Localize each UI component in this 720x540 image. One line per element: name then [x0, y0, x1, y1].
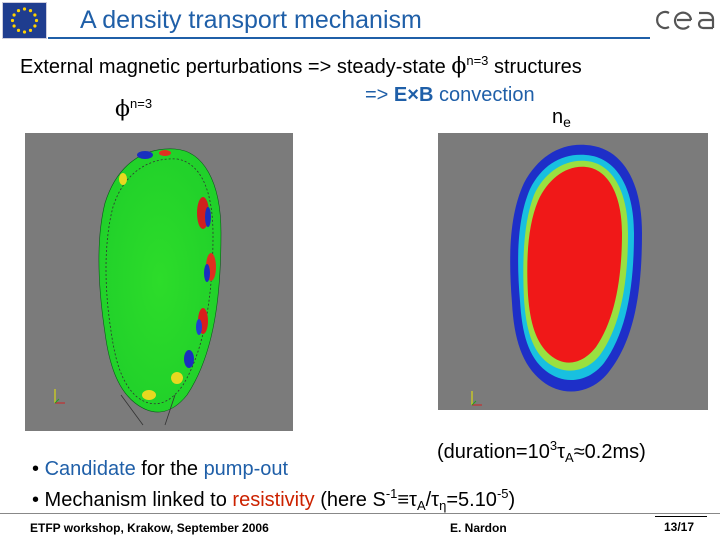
phi-symbol: ϕ	[451, 54, 467, 79]
tau-symbol: τ	[557, 441, 566, 463]
tau-eta-subscript: η	[439, 498, 447, 513]
bullet-2-value: =5.10	[446, 489, 497, 511]
duration-superscript: 3	[549, 438, 558, 453]
perturbation-lobe	[142, 390, 156, 400]
statement-line-2-end: convection	[433, 84, 535, 106]
cea-logo-icon	[655, 4, 717, 38]
bullet-dot: •	[32, 458, 45, 480]
bullet-mechanism: • Mechanism linked to resistivity (here …	[32, 486, 515, 513]
phi-label-superscript: n=3	[130, 96, 153, 111]
bullet-2-slash: /τ	[425, 489, 440, 511]
header-divider	[48, 37, 650, 39]
duration-note: (duration=103τA≈0.2ms)	[437, 438, 646, 465]
density-ne-plot	[438, 133, 708, 410]
page-number-rule	[655, 516, 707, 517]
perturbation-lobe	[205, 207, 211, 227]
phi-panel-label: ϕn=3	[115, 96, 152, 122]
statement-line-1: External magnetic perturbations => stead…	[20, 53, 582, 79]
perturbation-lobe	[137, 151, 153, 159]
eu-flag-logo-icon	[2, 2, 47, 39]
bullet-2-eq: ≡τ	[397, 489, 417, 511]
pump-out-text: pump-out	[203, 458, 289, 480]
footer-divider	[0, 513, 720, 514]
exb-term: E×B	[393, 84, 434, 106]
ne-label-main: n	[552, 106, 564, 128]
perturbation-lobe	[159, 150, 171, 156]
candidate-text: Candidate	[44, 458, 136, 480]
tau-a-subscript: A	[416, 498, 426, 513]
footer-event: ETFP workshop, Krakow, September 2006	[30, 521, 269, 535]
phi-n3-plot	[25, 133, 293, 431]
statement-line-1-text: External magnetic perturbations => stead…	[20, 56, 452, 78]
density-core-red	[527, 166, 622, 363]
perturbation-lobe	[119, 173, 127, 185]
tau-subscript: A	[565, 450, 574, 465]
page-number: 13/17	[664, 520, 695, 534]
bullet-candidate: • Candidate for the pump-out	[32, 458, 288, 481]
bullet-2-pre: • Mechanism linked to	[32, 489, 233, 511]
bullet-2-end: )	[508, 489, 516, 511]
separatrix-line	[105, 158, 214, 405]
perturbation-lobe	[184, 350, 194, 368]
duration-suffix: ≈0.2ms)	[573, 441, 646, 463]
s-superscript: -1	[385, 486, 398, 501]
perturbation-lobe	[196, 319, 202, 335]
statement-line-2: => E×B convection	[365, 84, 535, 107]
bullet-1-mid: for the	[135, 458, 204, 480]
statement-line-1-end: structures	[488, 56, 582, 78]
plasma-boundary	[98, 148, 222, 413]
perturbation-lobe	[171, 372, 183, 384]
footer-author: E. Nardon	[450, 521, 507, 535]
axis-triad-icon	[54, 389, 65, 404]
ne-label-subscript: e	[563, 114, 571, 130]
slide-title: A density transport mechanism	[80, 6, 422, 34]
phi-label-symbol: ϕ	[115, 97, 130, 122]
perturbation-lobe	[204, 264, 210, 282]
statement-line-2-arrow: =>	[365, 84, 394, 106]
resistivity-text: resistivity	[232, 489, 315, 511]
value-exponent: -5	[496, 486, 509, 501]
bullet-2-mid: (here S	[314, 489, 386, 511]
ne-panel-label: ne	[552, 106, 571, 130]
axis-triad-icon	[471, 391, 482, 406]
phi-superscript: n=3	[466, 53, 489, 68]
duration-prefix: (duration=10	[437, 441, 550, 463]
